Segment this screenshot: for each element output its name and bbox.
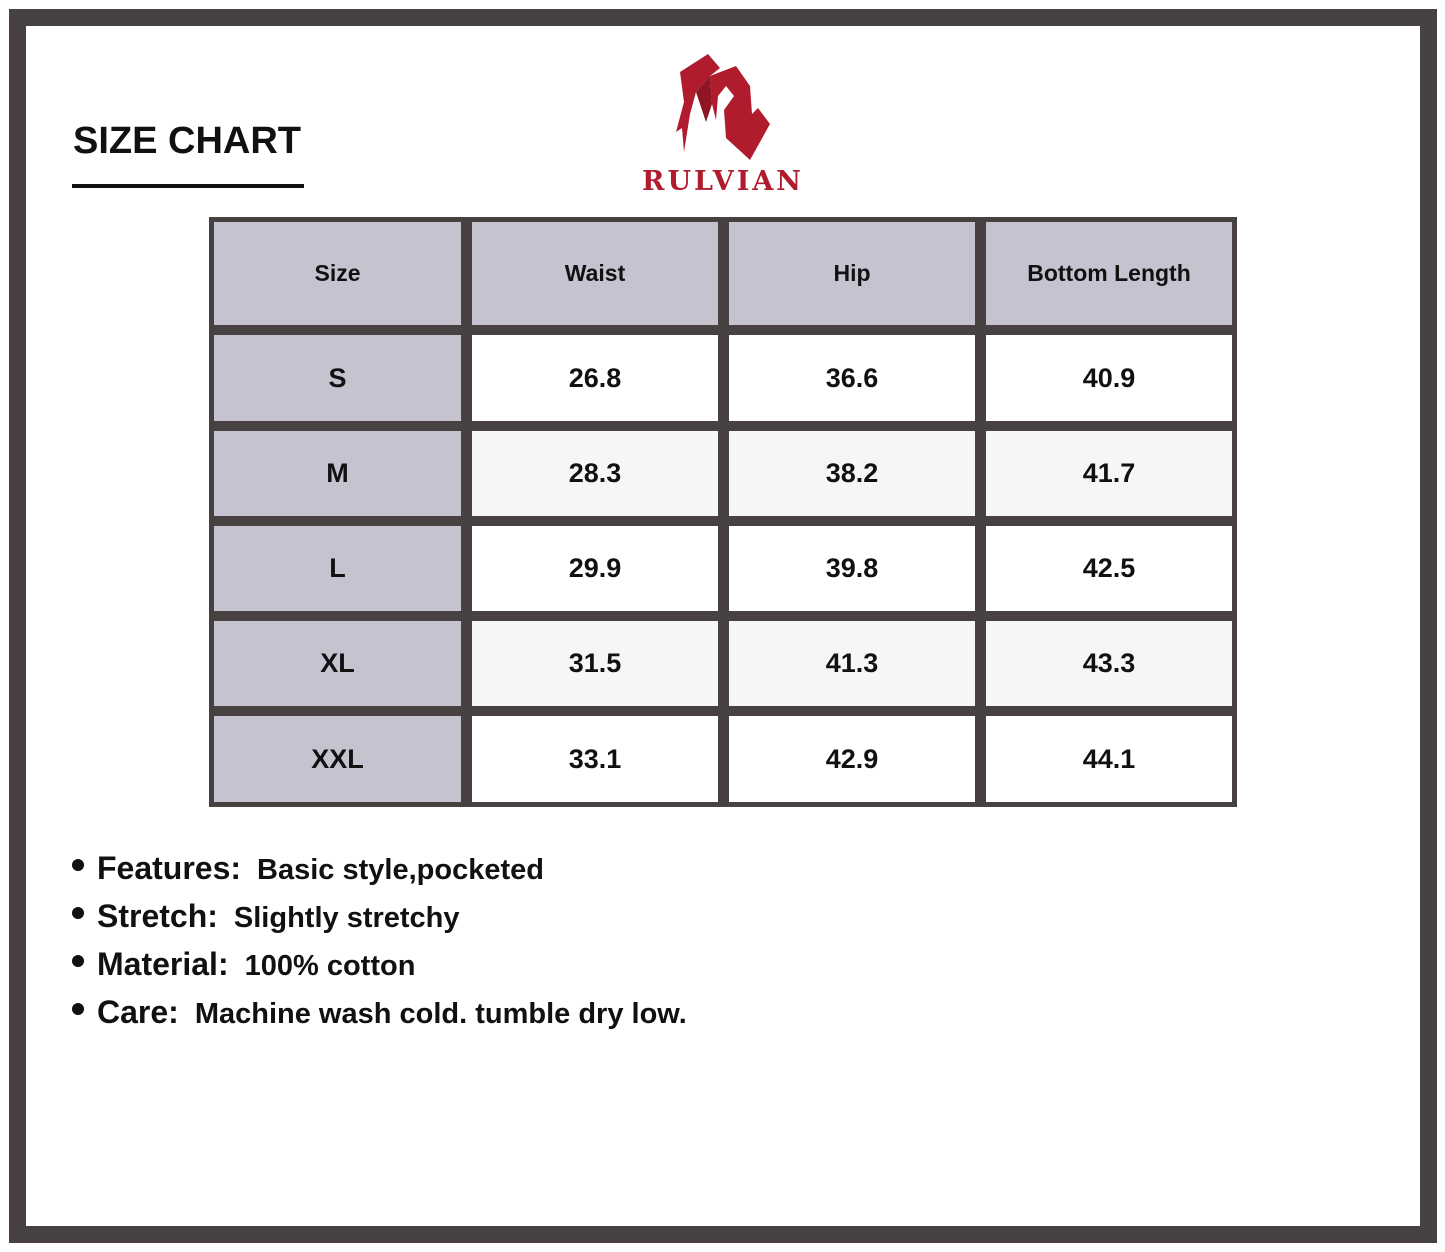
size-cell: M xyxy=(214,431,461,516)
size-cell: XXL xyxy=(214,716,461,802)
header-bottom-length: Bottom Length xyxy=(986,222,1232,325)
page-title: SIZE CHART xyxy=(73,120,301,162)
size-table: Size Waist Hip Bottom Length S 26.8 36.6… xyxy=(209,217,1237,807)
feature-label: Features: xyxy=(97,850,242,886)
bullet-icon xyxy=(72,859,84,871)
waist-cell: 33.1 xyxy=(472,716,718,802)
feature-value: Basic style,pocketed xyxy=(257,854,544,886)
feature-value: Slightly stretchy xyxy=(233,902,460,934)
hip-cell: 38.2 xyxy=(729,431,975,516)
bullet-icon xyxy=(72,907,84,919)
bullet-icon xyxy=(72,1003,84,1015)
hip-cell: 39.8 xyxy=(729,526,975,611)
hip-cell: 42.9 xyxy=(729,716,975,802)
feature-item: Stretch: Slightly stretchy xyxy=(72,898,687,946)
waist-cell: 29.9 xyxy=(472,526,718,611)
bottom-length-cell: 41.7 xyxy=(986,431,1232,516)
bottom-length-cell: 43.3 xyxy=(986,621,1232,706)
waist-cell: 26.8 xyxy=(472,335,718,421)
header-hip: Hip xyxy=(729,222,975,325)
size-cell: XL xyxy=(214,621,461,706)
feature-item: Material: 100% cotton xyxy=(72,946,687,994)
hip-cell: 41.3 xyxy=(729,621,975,706)
feature-label: Stretch: xyxy=(97,898,218,934)
feature-item: Features: Basic style,pocketed xyxy=(72,850,687,898)
hip-cell: 36.6 xyxy=(729,335,975,421)
feature-value: 100% cotton xyxy=(244,950,416,982)
feature-value: Machine wash cold. tumble dry low. xyxy=(194,998,687,1030)
title-underline xyxy=(72,184,304,188)
feature-list: Features: Basic style,pocketed Stretch: … xyxy=(72,850,687,1042)
feature-label: Care: xyxy=(97,994,179,1030)
bottom-length-cell: 42.5 xyxy=(986,526,1232,611)
size-cell: L xyxy=(214,526,461,611)
bottom-length-cell: 40.9 xyxy=(986,335,1232,421)
bottom-length-cell: 44.1 xyxy=(986,716,1232,802)
feature-item: Care: Machine wash cold. tumble dry low. xyxy=(72,994,687,1042)
waist-cell: 28.3 xyxy=(472,431,718,516)
rulvian-logo-icon xyxy=(676,54,770,160)
brand-name: RULVIAN xyxy=(642,166,804,197)
waist-cell: 31.5 xyxy=(472,621,718,706)
header-waist: Waist xyxy=(472,222,718,325)
header-size: Size xyxy=(214,222,461,325)
bullet-icon xyxy=(72,955,84,967)
size-cell: S xyxy=(214,335,461,421)
feature-label: Material: xyxy=(97,946,229,982)
